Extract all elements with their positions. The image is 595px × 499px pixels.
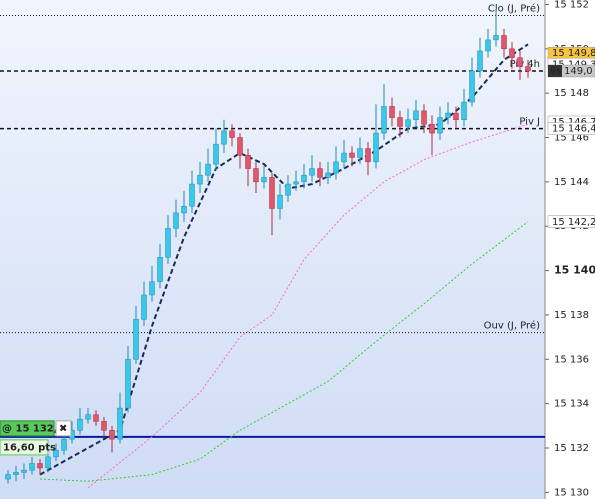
candle-body xyxy=(213,143,219,165)
y-tick-label: 15 138 xyxy=(554,310,589,321)
candle-body xyxy=(93,414,99,422)
position-box xyxy=(0,420,55,437)
candle-body xyxy=(477,50,483,72)
candle-body xyxy=(133,319,139,360)
position-pts: 16,60 pts xyxy=(3,442,56,453)
candle-body xyxy=(101,421,107,431)
candle-body xyxy=(45,456,51,469)
candle-body xyxy=(397,117,403,127)
candle-body xyxy=(165,228,171,258)
candle-body xyxy=(349,152,355,158)
candle-body xyxy=(301,174,307,183)
y-tick-label: 15 130 xyxy=(554,487,589,498)
candle-body xyxy=(229,130,235,138)
plot-area xyxy=(0,0,545,499)
level-label: Clo (J, Pré) xyxy=(488,3,540,15)
candle-body xyxy=(285,183,291,196)
close-icon: ✖ xyxy=(59,423,67,434)
candle-body xyxy=(437,117,443,134)
candle-body xyxy=(61,438,67,451)
candle-body xyxy=(309,168,315,176)
badge-prefix-bg xyxy=(548,64,562,77)
price-badge xyxy=(547,215,595,229)
y-tick-label: 15 132 xyxy=(554,443,589,454)
y-tick-label: 15 136 xyxy=(554,354,589,365)
candle-body xyxy=(373,132,379,163)
candle-body xyxy=(109,429,115,440)
candle-body xyxy=(253,168,259,183)
y-tick-label: 15 140 xyxy=(554,264,595,277)
candle-body xyxy=(317,168,323,178)
candle-body xyxy=(421,110,427,125)
candle-body xyxy=(237,137,243,156)
candle-body xyxy=(357,148,363,158)
badge-label: 15 146,4 xyxy=(552,124,595,135)
pts-box xyxy=(0,439,49,456)
badge-label: 15 149,8 xyxy=(552,48,595,59)
candle-body xyxy=(517,57,523,67)
candle-body xyxy=(429,123,435,134)
candle-body xyxy=(21,469,27,473)
candle-body xyxy=(157,257,163,282)
candle-body xyxy=(525,66,531,72)
candle-body xyxy=(13,472,19,475)
y-tick-label: 15 134 xyxy=(554,399,589,410)
candle-body xyxy=(181,206,187,214)
candle-body xyxy=(461,101,467,121)
candle-body xyxy=(469,70,475,103)
close-button xyxy=(55,420,72,437)
candle-body xyxy=(381,106,387,134)
candle-body xyxy=(485,39,491,52)
candle-body xyxy=(389,106,395,118)
moving-average xyxy=(39,221,529,482)
candle-body xyxy=(493,35,499,41)
candle-body xyxy=(453,112,459,121)
y-tick-label: 15 146 xyxy=(554,133,589,144)
candle-body xyxy=(29,463,35,471)
y-tick-label: 15 144 xyxy=(554,177,589,188)
badge-label: 149,0 xyxy=(564,66,593,77)
candle-body xyxy=(245,154,251,169)
y-tick-label: 15 152 xyxy=(554,0,589,10)
candle-body xyxy=(365,148,371,163)
candle-body xyxy=(325,172,331,178)
candle-body xyxy=(509,48,515,58)
candle-body xyxy=(405,119,411,127)
candle-body xyxy=(5,474,11,480)
candle-body xyxy=(293,181,299,185)
price-badge xyxy=(547,122,595,135)
candle-body xyxy=(333,161,339,174)
candle-body xyxy=(173,212,179,229)
candle-body xyxy=(37,463,43,469)
candle-body xyxy=(413,110,419,121)
candle-body xyxy=(501,35,507,50)
price-axis xyxy=(545,0,595,499)
candle-body xyxy=(341,152,347,163)
candle-body xyxy=(445,112,451,118)
candle-body xyxy=(141,294,147,320)
level-label: Piv 4h xyxy=(510,59,540,70)
candle-body xyxy=(125,359,131,409)
candle-body xyxy=(197,174,203,185)
badge-label: 15 142,2 xyxy=(552,217,595,228)
badge-prefix: 9s xyxy=(550,66,562,77)
candle-body xyxy=(189,183,195,207)
candle-body xyxy=(277,194,283,209)
moving-average xyxy=(87,123,529,489)
candle-body xyxy=(149,281,155,296)
candle-body xyxy=(53,449,59,458)
level-label: Ouv (J, Pré) xyxy=(484,320,540,332)
candle-body xyxy=(205,163,211,176)
y-tick-label: 15 148 xyxy=(554,88,589,99)
candle-body xyxy=(117,407,123,440)
candle-body xyxy=(221,130,227,145)
position-label: @ 15 132,5 xyxy=(2,423,65,434)
candle-body xyxy=(269,177,275,209)
candle-body xyxy=(77,418,83,431)
candle-body xyxy=(261,177,267,183)
candle-body xyxy=(85,414,91,420)
level-label: Piv J xyxy=(519,117,540,128)
